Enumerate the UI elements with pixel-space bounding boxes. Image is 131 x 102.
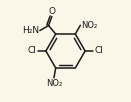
Text: NO₂: NO₂ (81, 21, 97, 30)
Text: H₂N: H₂N (22, 26, 39, 35)
Text: O: O (48, 7, 55, 16)
Text: Cl: Cl (28, 47, 37, 55)
Text: Cl: Cl (95, 47, 103, 55)
Text: NO₂: NO₂ (46, 79, 62, 88)
